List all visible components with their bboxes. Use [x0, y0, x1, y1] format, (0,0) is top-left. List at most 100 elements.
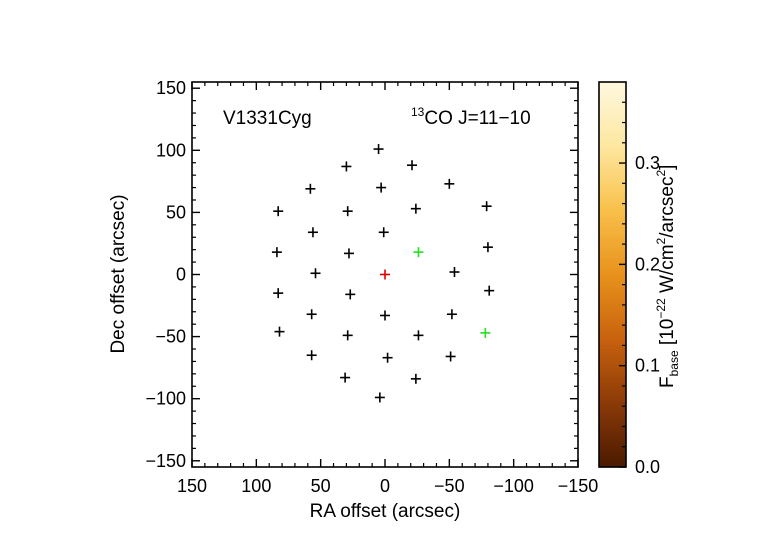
spaxel-marker-red — [380, 269, 390, 280]
spaxel-marker-green — [480, 327, 491, 338]
colorbar-step — [599, 171, 626, 176]
colorbar-step — [599, 216, 626, 221]
spaxel-marker — [376, 182, 387, 193]
colorbar-step — [599, 165, 626, 170]
colorbar-step — [599, 85, 626, 90]
y-tick-label: 150 — [156, 78, 186, 98]
colorbar-step — [599, 383, 626, 388]
x-tick-label: 0 — [380, 476, 390, 496]
colorbar-step — [599, 133, 626, 138]
y-tick-label: −100 — [145, 389, 186, 409]
colorbar-step — [599, 178, 626, 183]
colorbar-step — [599, 373, 626, 378]
spaxel-marker — [310, 268, 321, 279]
y-axis-label: Dec offset (arcsec) — [108, 194, 129, 353]
colorbar-step — [599, 325, 626, 330]
colorbar-step — [599, 130, 626, 134]
colorbar-step — [599, 322, 626, 327]
colorbar-step — [599, 296, 626, 301]
colorbar-step — [599, 252, 626, 256]
colorbar-step — [599, 390, 626, 394]
colorbar-label-exp2: 2 — [654, 237, 668, 244]
colorbar-step — [599, 232, 626, 237]
colorbar-step — [599, 197, 626, 202]
colorbar-step — [599, 229, 626, 234]
colorbar-step — [599, 126, 626, 131]
colorbar-step — [599, 88, 626, 93]
colorbar-label-units-pre: [10 — [657, 319, 678, 351]
colorbar-step — [599, 181, 626, 186]
colorbar-step — [599, 431, 626, 436]
spaxel-marker — [374, 392, 385, 403]
colorbar-step — [599, 200, 626, 205]
colorbar-label-units-mid2: /arcsec — [657, 177, 678, 238]
colorbar-step — [599, 367, 626, 372]
colorbar-frame — [598, 81, 627, 468]
spaxel-marker — [378, 227, 389, 238]
colorbar-step — [599, 460, 626, 465]
x-tick-label: 50 — [311, 476, 331, 496]
colorbar-step — [599, 219, 626, 224]
y-tick-label: 0 — [176, 265, 186, 285]
colorbar-step — [599, 142, 626, 147]
colorbar-step — [599, 290, 626, 295]
spaxel-marker — [481, 201, 492, 212]
colorbar-step — [599, 357, 626, 362]
colorbar-step — [599, 271, 626, 276]
colorbar-tick-label: 0.2 — [635, 254, 660, 274]
colorbar-step — [599, 187, 626, 192]
x-tick-label: 100 — [241, 476, 271, 496]
colorbar-ticks: 0.0 0.1 0.2 0.3 — [619, 101, 660, 477]
colorbar-step — [599, 418, 626, 423]
colorbar-step — [599, 306, 626, 311]
y-axis-ticks: 150 100 50 0 −50 −100 −150 — [145, 78, 578, 471]
spaxel-marker — [482, 242, 493, 253]
colorbar-step — [599, 335, 626, 340]
spaxel-marker — [342, 206, 353, 217]
colorbar-step — [599, 293, 626, 298]
colorbar-step — [599, 226, 626, 231]
colorbar-step — [599, 428, 626, 433]
colorbar-step — [599, 98, 626, 102]
colorbar-step — [599, 107, 626, 112]
x-axis-label: RA offset (arcsec) — [310, 501, 461, 522]
colorbar-step — [599, 303, 626, 308]
colorbar-step — [599, 348, 626, 353]
spaxel-marker-green — [413, 247, 424, 258]
colorbar-step — [599, 319, 626, 324]
colorbar-step — [599, 136, 626, 141]
colorbar-step — [599, 422, 626, 426]
colorbar-step — [599, 162, 626, 167]
spaxel-marker — [445, 351, 456, 362]
colorbar-step — [599, 117, 626, 122]
colorbar-step — [599, 258, 626, 263]
colorbar-step — [599, 91, 626, 96]
spaxel-marker — [273, 288, 284, 299]
x-tick-label: −100 — [493, 476, 534, 496]
colorbar-tick-label: 0.0 — [635, 457, 660, 477]
colorbar-step — [599, 434, 626, 439]
spaxel-marker — [484, 285, 495, 296]
colorbar-label-units-end: ] — [657, 165, 678, 170]
y-tick-label: 100 — [156, 140, 186, 160]
colorbar-step — [599, 203, 626, 208]
colorbar-step — [599, 255, 626, 260]
spaxel-marker — [274, 326, 285, 337]
colorbar-step — [599, 82, 626, 86]
colorbar-step — [599, 210, 626, 215]
x-tick-label: 150 — [177, 476, 207, 496]
colorbar-step — [599, 264, 626, 269]
colorbar-step — [599, 332, 626, 337]
colorbar-step — [599, 191, 626, 195]
colorbar-step — [599, 406, 626, 410]
y-tick-label: −50 — [155, 327, 186, 347]
spaxel-marker — [380, 310, 390, 321]
colorbar-step — [599, 354, 626, 359]
colorbar-step — [599, 245, 626, 250]
colorbar-step — [599, 316, 626, 321]
spaxel-marker — [382, 352, 393, 363]
spaxel-marker — [271, 247, 282, 258]
colorbar-step — [599, 438, 626, 442]
colorbar-step — [599, 123, 626, 128]
colorbar-step — [599, 139, 626, 144]
